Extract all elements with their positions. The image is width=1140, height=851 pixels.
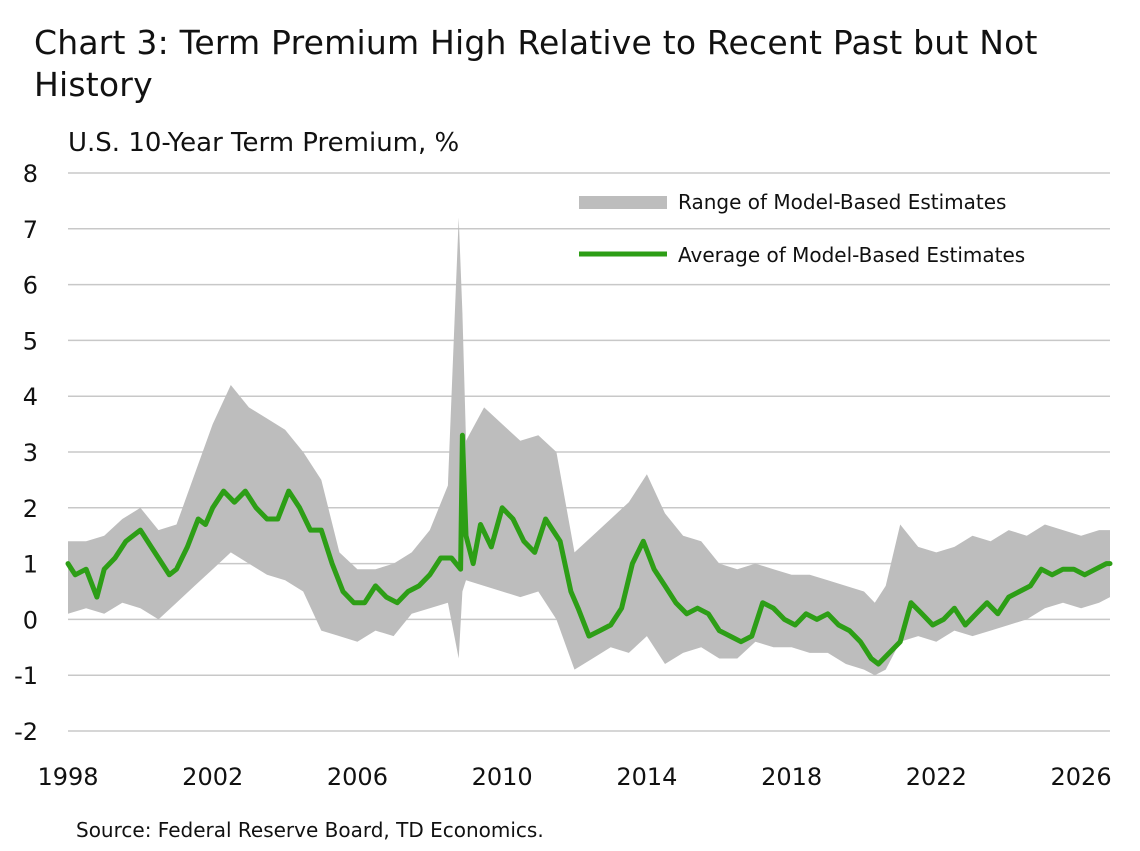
y-tick-label: 6 — [23, 272, 38, 300]
x-tick-label: 2018 — [761, 763, 822, 791]
x-tick-label: 1998 — [37, 763, 98, 791]
chart-subtitle: U.S. 10-Year Term Premium, % — [68, 128, 460, 158]
y-axis-ticks: 8 7 6 5 4 3 2 1 0 -1 -2 — [14, 160, 38, 746]
y-tick-label: -2 — [14, 718, 38, 746]
x-axis-ticks: 1998 2002 2006 2010 2014 2018 2022 2026 — [37, 763, 1111, 791]
y-tick-label: 0 — [23, 606, 38, 634]
legend-range-label: Range of Model-Based Estimates — [678, 190, 1006, 214]
source-note: Source: Federal Reserve Board, TD Econom… — [76, 818, 544, 842]
legend: Range of Model-Based Estimates Average o… — [579, 190, 1025, 267]
legend-range-swatch — [579, 196, 667, 209]
x-tick-label: 2022 — [906, 763, 967, 791]
y-tick-label: 1 — [23, 551, 38, 579]
x-tick-label: 2026 — [1051, 763, 1112, 791]
y-tick-label: 8 — [23, 160, 38, 188]
chart-title: Chart 3: Term Premium High Relative to R… — [34, 23, 1038, 104]
x-tick-label: 2010 — [472, 763, 533, 791]
y-tick-label: 2 — [23, 495, 38, 523]
x-tick-label: 2014 — [616, 763, 677, 791]
y-tick-label: 5 — [23, 327, 38, 355]
x-tick-label: 2002 — [182, 763, 243, 791]
x-tick-label: 2006 — [327, 763, 388, 791]
y-tick-label: 4 — [23, 383, 38, 411]
y-tick-label: 3 — [23, 439, 38, 467]
range-band — [68, 217, 1110, 676]
y-tick-label: 7 — [23, 216, 38, 244]
average-line — [65, 432, 1113, 667]
legend-average-label: Average of Model-Based Estimates — [678, 243, 1025, 267]
y-tick-label: -1 — [14, 662, 38, 690]
